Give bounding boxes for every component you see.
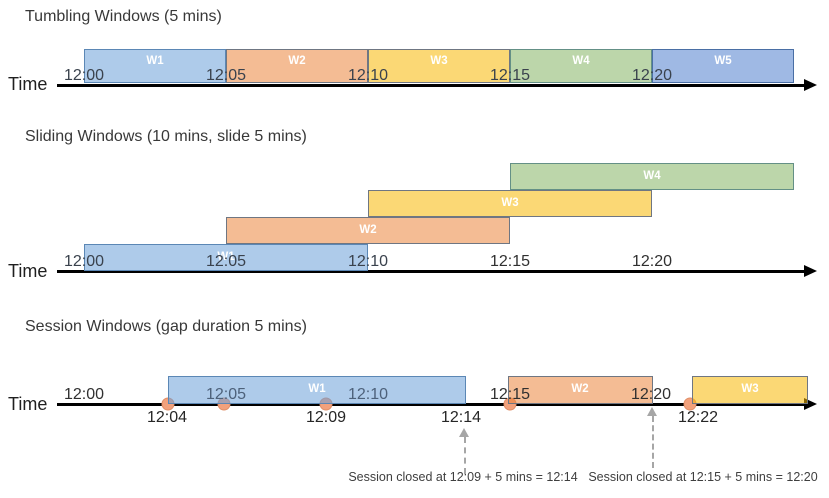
session-window-w2-label: W2 [571,383,589,395]
tumbling-tick-1220: 12:20 [631,67,673,84]
tumbling-tick-1215: 12:15 [489,67,531,84]
session-window-w1-label: W1 [308,383,326,395]
annotation-arrow-up-icon [459,428,469,437]
tumbling-window-w3-bar [368,49,510,83]
sliding-window-w1-bar [84,244,368,271]
sliding-tick-1200: 12:00 [63,253,105,270]
sliding-title: Sliding Windows (10 mins, slide 5 mins) [25,128,307,145]
annotation-arrow-line [464,437,466,474]
tumbling-time-axis-label: Time [8,74,48,94]
session-close-label-1214: 12:14 [440,409,482,426]
session-tick-1215: 12:15 [489,386,531,403]
tumbling-tick-1200: 12:00 [63,67,105,84]
session-close-annotation-1: Session closed at 12:09 + 5 mins = 12:14 [348,470,578,484]
session-tick-1220: 12:20 [630,386,672,403]
session-tick-1205: 12:05 [205,386,247,403]
tumbling-window-w5-label: W5 [714,55,732,67]
sliding-timeline-axis [57,270,805,273]
tumbling-tick-1205: 12:05 [205,67,247,84]
tumbling-timeline-axis [57,84,805,87]
sliding-window-w1-label: W1 [217,251,235,263]
sliding-tick-1210: 12:10 [347,253,389,270]
session-window-w3-label: W3 [741,383,759,395]
session-time-axis-label: Time [8,394,48,414]
tumbling-window-w5-bar [652,49,794,83]
session-title: Session Windows (gap duration 5 mins) [25,318,307,335]
event-time-label-1209: 12:09 [305,409,347,426]
sliding-window-w2-bar [226,217,510,244]
annotation-arrow-line [652,416,654,468]
sliding-window-w3-bar [368,190,652,217]
tumbling-window-w1-bar [84,49,226,83]
sliding-window-w4-bar [510,163,794,190]
sliding-tick-1220: 12:20 [631,253,673,270]
event-time-label-1204: 12:04 [146,409,188,426]
sliding-window-w2-label: W2 [359,224,377,236]
annotation-arrow-up-icon [647,407,657,416]
tumbling-window-w3-label: W3 [430,55,448,67]
tumbling-window-w2-label: W2 [288,55,306,67]
tumbling-window-w4-label: W4 [572,55,590,67]
event-time-label-1222: 12:22 [677,409,719,426]
tumbling-window-w1-label: W1 [146,55,164,67]
sliding-axis-arrowhead-icon [804,265,817,277]
session-tick-1210: 12:10 [347,386,389,403]
sliding-tick-1205: 12:05 [205,253,247,270]
session-timeline-axis [57,403,805,406]
session-window-w2-bar [508,376,653,404]
tumbling-window-w2-bar [226,49,368,83]
session-tick-1200: 12:00 [63,386,105,403]
sliding-window-w4-label: W4 [643,170,661,182]
sliding-window-w3-label: W3 [501,197,519,209]
session-close-annotation-2: Session closed at 12:15 + 5 mins = 12:20 [588,470,818,484]
tumbling-title: Tumbling Windows (5 mins) [25,8,222,25]
tumbling-tick-1210: 12:10 [347,67,389,84]
tumbling-axis-arrowhead-icon [804,79,817,91]
tumbling-window-w4-bar [510,49,652,83]
session-window-w3-bar [692,376,808,404]
sliding-time-axis-label: Time [8,261,48,281]
session-window-w1-bar [168,376,466,404]
sliding-tick-1215: 12:15 [489,253,531,270]
